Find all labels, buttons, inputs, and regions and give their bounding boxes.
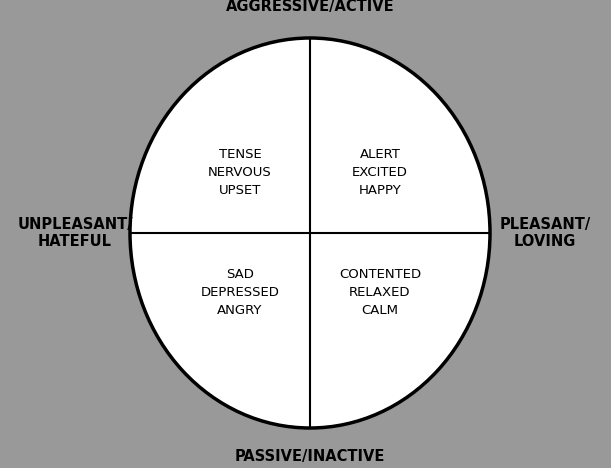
Text: TENSE
NERVOUS
UPSET: TENSE NERVOUS UPSET <box>208 148 272 197</box>
Text: AGGRESSIVE/ACTIVE: AGGRESSIVE/ACTIVE <box>225 0 394 14</box>
Text: PLEASANT/
LOVING: PLEASANT/ LOVING <box>499 217 591 249</box>
Text: CONTENTED
RELAXED
CALM: CONTENTED RELAXED CALM <box>339 269 421 317</box>
Text: SAD
DEPRESSED
ANGRY: SAD DEPRESSED ANGRY <box>200 269 279 317</box>
Text: ALERT
EXCITED
HAPPY: ALERT EXCITED HAPPY <box>352 148 408 197</box>
Text: PASSIVE/INACTIVE: PASSIVE/INACTIVE <box>235 448 385 463</box>
Ellipse shape <box>130 38 490 428</box>
Text: UNPLEASANT/
HATEFUL: UNPLEASANT/ HATEFUL <box>17 217 133 249</box>
